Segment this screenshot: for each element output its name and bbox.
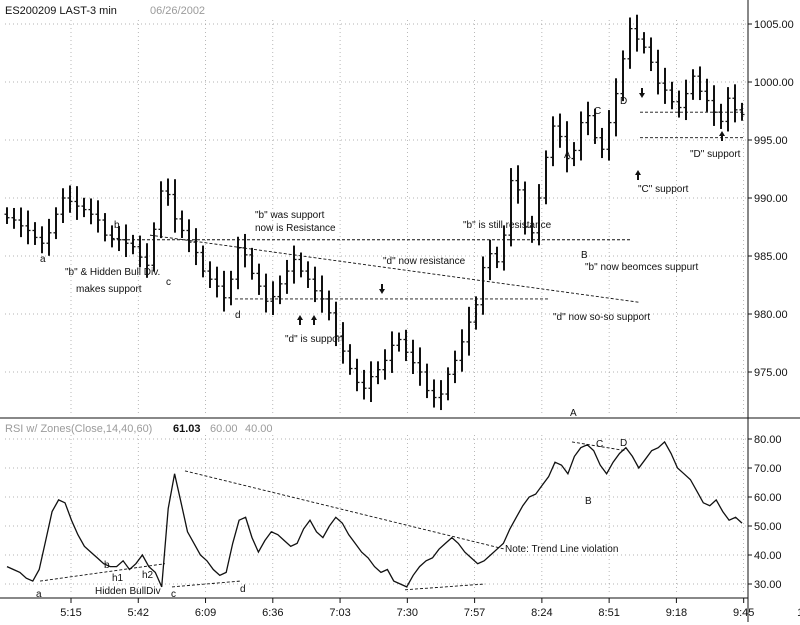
x-tick-label: 7:30 [397,607,418,619]
rsi-y-tick-label: 50.00 [754,521,782,533]
rsi-y-tick-label: 30.00 [754,579,782,591]
price-chart-title: ES200209 LAST-3 min [5,5,117,17]
rsi-hidden-div-line [39,563,166,582]
x-tick-label: 5:42 [128,607,149,619]
rsi-y-tick-label: 60.00 [754,492,782,504]
rsi-annotation-D: D [620,438,627,449]
annotation-c: c [166,277,171,288]
annotation-a: a [40,254,46,265]
rsi-annotation-h2: h2 [142,570,154,581]
rsi-y-tick-label: 70.00 [754,463,782,475]
annotation-d-now-resistance: "d" now resistance [383,256,466,267]
price-y-tick-label: 1005.00 [754,19,794,31]
annotation-D-support: "D" support [690,149,741,160]
annotation-d: d [235,310,241,321]
rsi-trendline [184,470,506,550]
annotation-b-still-resistance: "b" is still resistance [463,220,552,231]
price-y-tick-label: 985.00 [754,251,788,263]
down-arrow-icon [379,284,385,294]
annotation-d-so-so-support: "d" now so-so support [553,312,650,323]
x-tick-label: 9:45 [733,607,754,619]
x-tick-label: 8:24 [531,607,552,619]
x-tick-label: 8:51 [598,607,619,619]
price-y-tick-label: 990.00 [754,193,788,205]
annotation-D: D [620,96,627,107]
rsi-annotation-hidden-bulldiv: Hidden BullDiv [95,586,161,597]
annotation-now-resistance: now is Resistance [255,223,336,234]
price-y-tick-label: 980.00 [754,309,788,321]
annotation-C-support: "C" support [638,184,689,195]
rsi-C-D-line [571,441,626,452]
down-arrow-icon [639,88,645,98]
rsi-y-tick-label: 80.00 [754,434,782,446]
rsi-annotation-h1: h1 [112,573,124,584]
price-y-tick-label: 975.00 [754,367,788,379]
up-arrow-icon [719,131,725,141]
rsi-low-line [404,583,486,591]
x-tick-label: 6:09 [195,607,216,619]
annotation-B: B [581,250,588,261]
annotation-C: C [594,106,601,117]
rsi-annotation-b: b [104,560,110,571]
rsi-annotation-trendline-note: Note: Trend Line violation [505,544,618,555]
price-chart-date: 06/26/2002 [150,5,205,17]
x-tick-label: 7:03 [329,607,350,619]
annotation-b-becomes-support: "b" now beomces suppurt [585,262,698,273]
rsi-annotation-A: A [570,408,577,419]
up-arrow-icon [311,315,317,325]
rsi-zone-upper: 60.00 [210,423,238,435]
x-tick-label: 5:15 [60,607,81,619]
rsi-annotation-C: C [596,439,603,450]
rsi-zone-lower: 40.00 [245,423,273,435]
rsi-c-d-line [171,580,241,588]
annotation-makes-support: makes support [76,284,142,295]
annotation-d-is-support: "d" is support [285,334,344,345]
price-trendline [149,234,641,303]
rsi-annotation-d: d [240,584,246,595]
rsi-series-line [6,440,743,588]
up-arrow-icon [635,170,641,180]
rsi-title: RSI w/ Zones(Close,14,40,60) [5,423,152,435]
up-arrow-icon [297,315,303,325]
price-y-tick-label: 995.00 [754,135,788,147]
x-tick-label: 7:57 [464,607,485,619]
x-tick-label: 10:12 [797,607,800,619]
rsi-y-tick-label: 40.00 [754,550,782,562]
price-y-tick-label: 1000.00 [754,77,794,89]
rsi-annotation-B: B [585,496,592,507]
x-tick-label: 9:18 [666,607,687,619]
x-tick-label: 6:36 [262,607,283,619]
rsi-annotation-c: c [171,589,176,600]
annotation-A: A [564,150,571,161]
annotation-b: b [114,220,120,231]
rsi-annotation-a: a [36,589,42,600]
annotation-hidden-bull-div: "b" & Hidden Bull Div. [65,267,160,278]
rsi-current-value: 61.03 [173,423,201,435]
annotation-b-was-support: "b" was support [255,210,325,221]
